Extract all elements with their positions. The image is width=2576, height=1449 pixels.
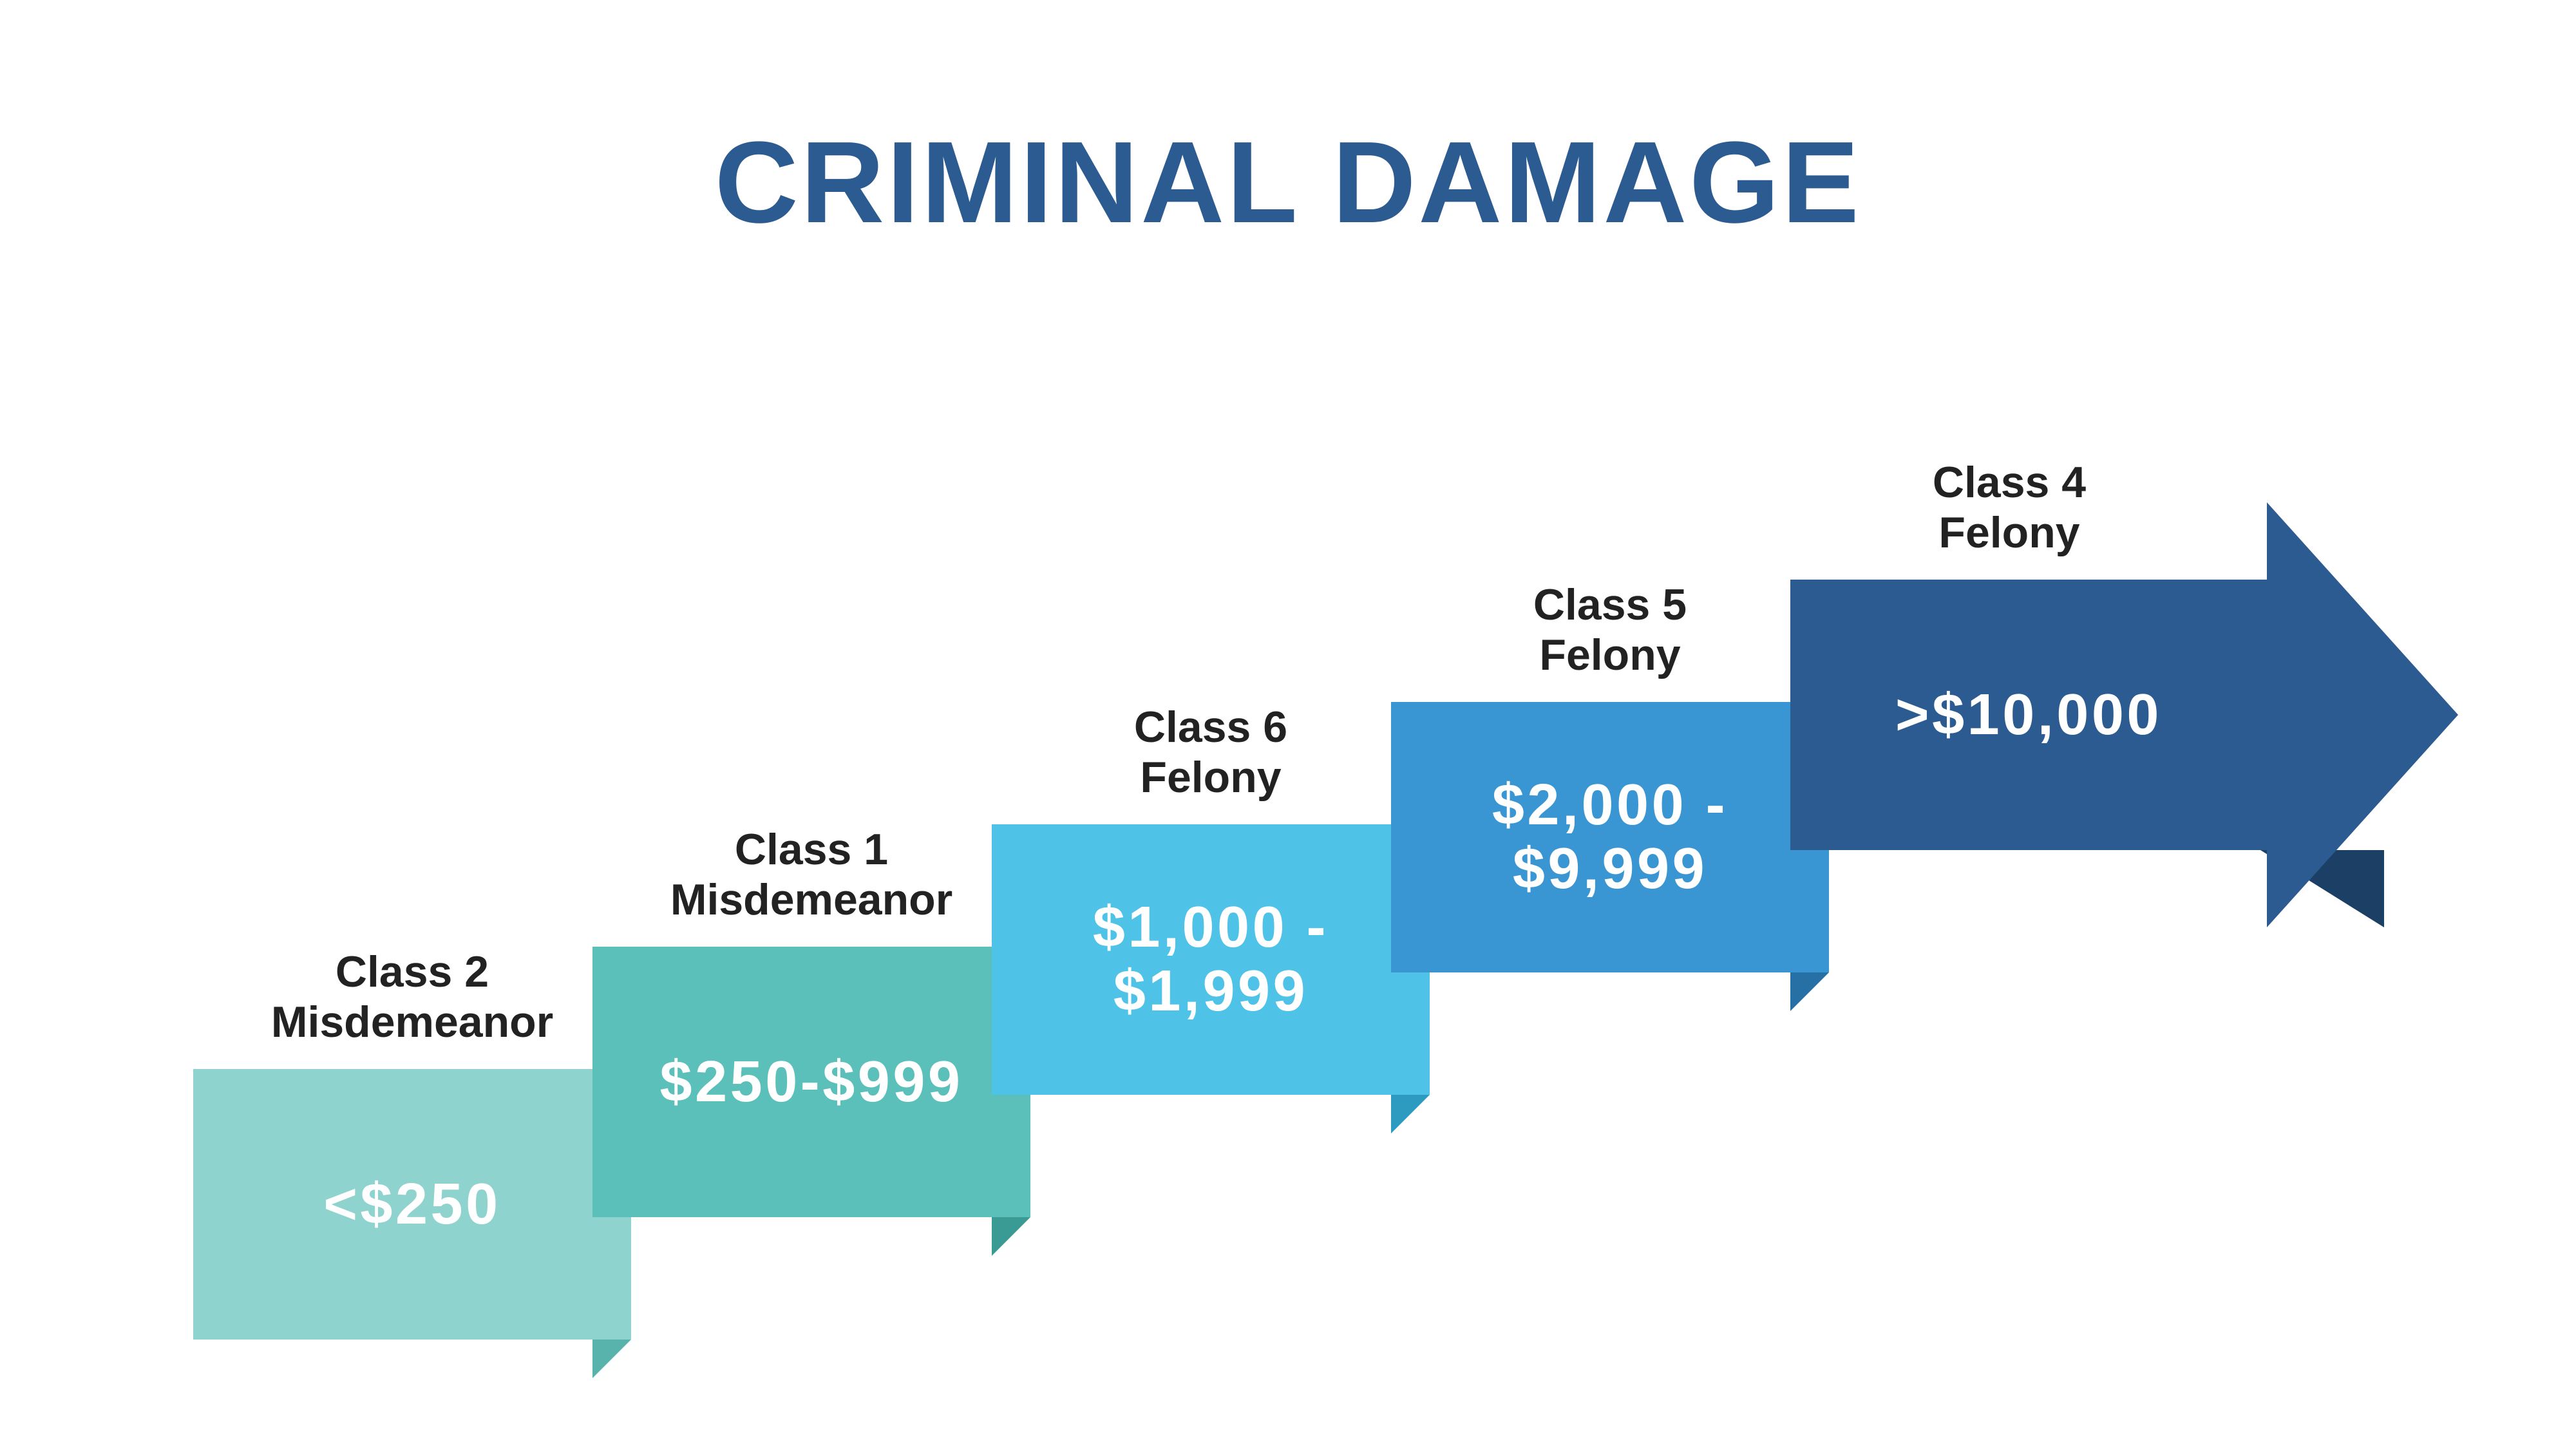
- step-body: >$10,000: [1790, 580, 2267, 850]
- step-label: Class 2 Misdemeanor: [193, 947, 631, 1047]
- step-value: $2,000 - $9,999: [1492, 773, 1728, 901]
- step-fold: [1391, 1095, 1430, 1133]
- step-value: $250-$999: [660, 1050, 963, 1114]
- step-value: <$250: [323, 1173, 500, 1236]
- step-label: Class 6 Felony: [992, 702, 1430, 802]
- page-title: CRIMINAL DAMAGE: [0, 116, 2576, 249]
- step-label: Class 4 Felony: [1790, 457, 2228, 558]
- stair-diagram: <$250 Class 2 Misdemeanor $250-$999 Class 1…: [193, 451, 2512, 1352]
- step-value: $1,000 - $1,999: [1093, 896, 1329, 1023]
- step-body: $250-$999: [592, 947, 1030, 1217]
- step-label: Class 1 Misdemeanor: [592, 824, 1030, 925]
- step-body: $2,000 - $9,999: [1391, 702, 1829, 972]
- arrowhead-icon: [2267, 502, 2458, 927]
- step-body: $1,000 - $1,999: [992, 824, 1430, 1095]
- step-fold: [592, 1340, 631, 1378]
- step-body: <$250: [193, 1069, 631, 1340]
- step-fold: [992, 1217, 1030, 1256]
- step-label: Class 5 Felony: [1391, 580, 1829, 680]
- step-fold: [1790, 972, 1829, 1011]
- step-value: >$10,000: [1895, 683, 2162, 747]
